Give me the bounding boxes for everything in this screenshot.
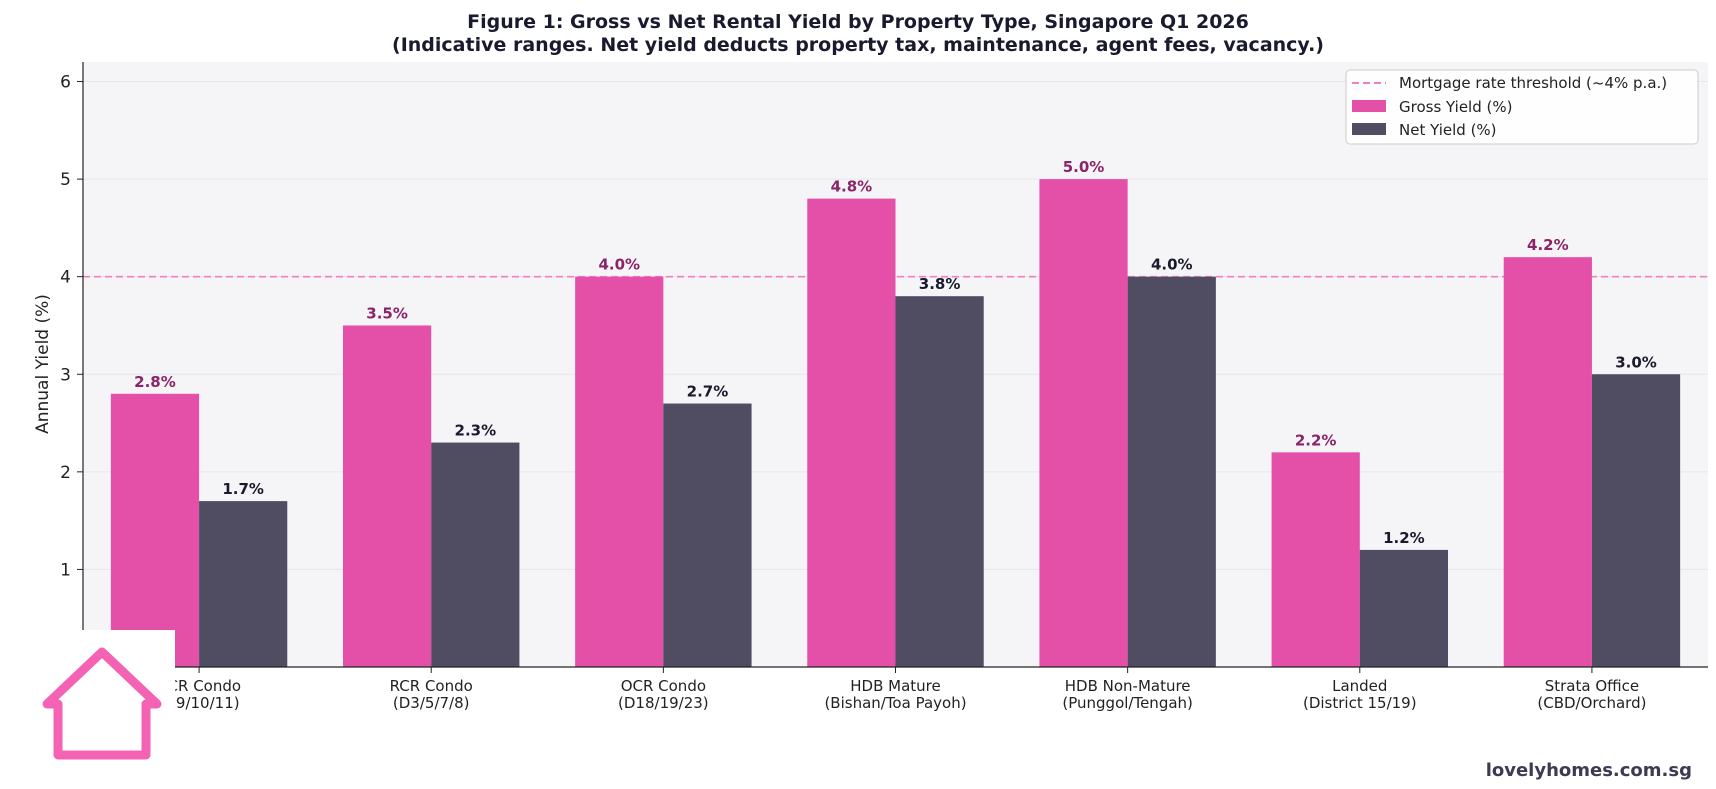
x-tick-label: Landed [1332, 677, 1387, 695]
x-tick-label: (Bishan/Toa Payoh) [824, 694, 966, 712]
legend-swatch-gross [1352, 100, 1386, 112]
bar-gross [575, 276, 664, 667]
y-tick-label: 2 [60, 463, 71, 483]
y-tick-label: 3 [60, 365, 71, 385]
bar-label-gross: 2.8% [134, 373, 176, 391]
bar-label-gross: 2.2% [1295, 431, 1337, 449]
bar-label-net: 3.8% [919, 275, 961, 293]
bar-label-gross: 3.5% [366, 304, 408, 322]
bar-net [1127, 276, 1216, 667]
x-tick-label: RCR Condo [390, 677, 473, 695]
x-tick-label: (D18/19/23) [618, 694, 709, 712]
x-tick-label: OCR Condo [621, 677, 706, 695]
bar-label-gross: 5.0% [1063, 158, 1105, 176]
y-tick-label: 1 [60, 560, 71, 580]
y-tick-label: 6 [60, 73, 71, 93]
bar-gross [807, 198, 896, 667]
legend-label-threshold: Mortgage rate threshold (~4% p.a.) [1399, 74, 1667, 92]
bar-gross [343, 325, 432, 667]
house-icon [42, 647, 162, 760]
x-tick-label: (D3/5/7/8) [393, 694, 470, 712]
bar-net [199, 501, 288, 667]
chart-title: Figure 1: Gross vs Net Rental Yield by P… [467, 11, 1249, 33]
bar-labels-group: 2.8% 1.7% 3.5% 2.3% 4.0% 2.7% 4.8% 3.8% 5.0% 4.0%… [134, 158, 1657, 547]
bar-net [895, 296, 984, 667]
bar-net [663, 403, 752, 667]
legend: Mortgage rate threshold (~4% p.a.) Gross… [1345, 69, 1699, 145]
bar-label-gross: 4.8% [831, 178, 873, 196]
bar-label-net: 4.0% [1151, 256, 1193, 274]
x-tick-label: Strata Office [1545, 677, 1639, 695]
y-tick-label: 4 [60, 268, 71, 288]
x-tick-label: HDB Mature [850, 677, 940, 695]
x-tick-label: (CBD/Orchard) [1537, 694, 1646, 712]
chart-subtitle: (Indicative ranges. Net yield deducts pr… [392, 34, 1324, 56]
bar-label-net: 1.2% [1383, 529, 1425, 547]
legend-label-gross: Gross Yield (%) [1399, 98, 1512, 116]
bar-label-net: 1.7% [222, 480, 264, 498]
bar-gross [110, 393, 200, 667]
bar-label-net: 2.7% [687, 383, 729, 401]
x-tick-label: (D9/10/11) [159, 694, 240, 712]
legend-box [1345, 69, 1699, 145]
legend-swatch-net [1352, 123, 1386, 135]
bars-group [110, 179, 1681, 667]
x-tick-label: (District 15/19) [1303, 694, 1417, 712]
bar-gross [1039, 179, 1128, 667]
bar-label-gross: 4.2% [1527, 236, 1569, 254]
bar-label-gross: 4.0% [598, 256, 640, 274]
legend-label-net: Net Yield (%) [1399, 121, 1497, 139]
bar-net [431, 442, 520, 667]
y-axis-ticks: 1 2 3 4 5 6 [60, 73, 83, 580]
x-tick-label: (Punggol/Tengah) [1062, 694, 1193, 712]
bar-gross [1271, 452, 1360, 667]
bar-gross [1503, 257, 1592, 667]
x-tick-label: HDB Non-Mature [1065, 677, 1191, 695]
x-axis-ticks: CCR Condo(D9/10/11) RCR Condo(D3/5/7/8) OC… [157, 667, 1646, 712]
site-watermark: lovelyhomes.com.sg [1486, 760, 1692, 781]
y-axis-label: Annual Yield (%) [33, 294, 53, 434]
bar-label-net: 2.3% [455, 422, 497, 440]
x-tick-label: CCR Condo [157, 677, 241, 695]
bar-net [1359, 549, 1448, 667]
y-tick-label: 5 [60, 170, 71, 190]
bar-label-net: 3.0% [1615, 353, 1657, 371]
bar-net [1591, 374, 1681, 667]
